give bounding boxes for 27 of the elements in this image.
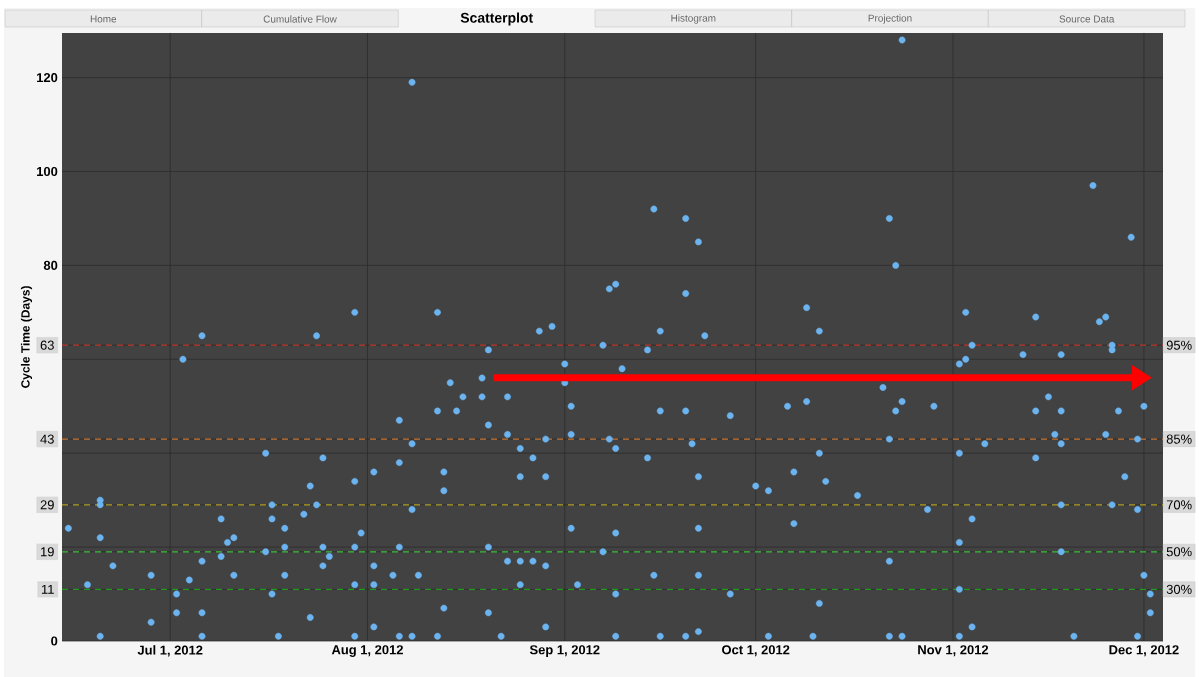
annotation: 70%	[1166, 500, 1192, 510]
y-tick-label: 43	[40, 434, 54, 444]
annotation: 85%	[1166, 434, 1192, 444]
y-tick-label: 120	[37, 73, 58, 83]
y-tick-label: 63	[40, 340, 54, 350]
y-tick-label: 29	[40, 500, 54, 510]
text: Home	[90, 15, 117, 23]
x-tick-label: Jul 1, 2012	[137, 645, 203, 657]
y-tick-label: 19	[41, 547, 54, 557]
x-tick-label: Oct 1, 2012	[722, 645, 790, 657]
text: Projection	[868, 14, 912, 24]
y-tick-label: 80	[43, 260, 58, 270]
annotation: 50%	[1166, 547, 1192, 557]
y-tick-label: 100	[37, 166, 58, 177]
text: Histogram	[671, 14, 716, 24]
y-axis-title: Cycle Time (Days)	[20, 286, 33, 388]
x-tick-label: Nov 1, 2012	[918, 645, 989, 657]
source-note: Source Data	[1059, 15, 1115, 23]
annotation: 95%	[1166, 340, 1192, 350]
x-tick-label: Aug 1, 2012	[331, 645, 403, 657]
chart-title: Scatterplot	[460, 12, 533, 26]
y-tick-label: 11	[41, 584, 54, 594]
y-tick-label: 0	[51, 636, 58, 646]
annotation: 30%	[1166, 584, 1192, 594]
x-tick-label: Sep 1, 2012	[529, 645, 600, 657]
text: Cumulative Flow	[263, 15, 337, 23]
x-tick-label: Dec 1, 2012	[1109, 645, 1179, 657]
